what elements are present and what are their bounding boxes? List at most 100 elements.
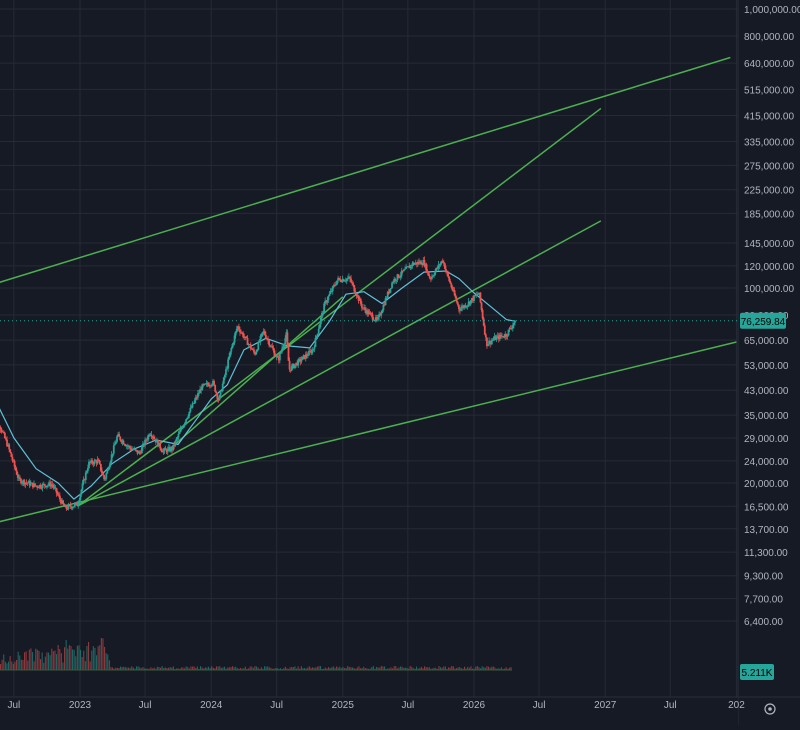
volume-bar bbox=[163, 667, 165, 670]
candle-body bbox=[43, 483, 46, 486]
volume-bar bbox=[160, 667, 162, 670]
volume-bar bbox=[9, 656, 11, 670]
candle-body bbox=[401, 270, 404, 272]
volume-bar bbox=[99, 645, 101, 670]
candle-body bbox=[335, 284, 337, 286]
volume-bar bbox=[502, 668, 504, 670]
candle-body bbox=[333, 285, 336, 286]
candle-body bbox=[182, 424, 185, 428]
volume-bar bbox=[355, 668, 357, 670]
candle-body bbox=[41, 483, 44, 489]
candle-body bbox=[239, 329, 241, 333]
candle-body bbox=[285, 332, 288, 339]
volume-bar bbox=[209, 668, 211, 670]
candle-body bbox=[399, 275, 402, 277]
candle-body bbox=[174, 441, 177, 446]
candle-body bbox=[465, 306, 468, 308]
volume-bar bbox=[176, 668, 178, 670]
candle-body bbox=[414, 262, 417, 264]
candle-body bbox=[137, 451, 140, 454]
candle-body bbox=[314, 337, 317, 347]
volume-bar bbox=[486, 666, 488, 670]
candle-body bbox=[346, 278, 349, 280]
candle-body bbox=[192, 403, 195, 404]
candle-body bbox=[386, 291, 389, 299]
candle-body bbox=[469, 300, 472, 305]
candle-body bbox=[233, 335, 236, 343]
candle-body bbox=[437, 264, 440, 269]
volume-bar bbox=[272, 668, 274, 670]
volume-bar bbox=[260, 667, 262, 670]
candle-body bbox=[223, 375, 226, 378]
candle-body bbox=[189, 407, 192, 412]
volume-bar bbox=[11, 661, 13, 670]
candle-body bbox=[330, 291, 333, 292]
trendline-group[interactable] bbox=[0, 56, 737, 527]
candle-body bbox=[508, 328, 511, 330]
candle-body bbox=[277, 357, 280, 361]
candle-body bbox=[213, 380, 215, 385]
candle-body bbox=[75, 502, 77, 504]
volume-bar bbox=[313, 667, 315, 670]
candle-body bbox=[61, 500, 63, 504]
candle-body bbox=[324, 300, 327, 304]
candle-body bbox=[246, 338, 249, 345]
candle-body bbox=[451, 287, 454, 291]
price-tick-label: 1,000,000.00 bbox=[744, 5, 800, 16]
chart-grid bbox=[0, 0, 738, 697]
trendline[interactable] bbox=[77, 107, 602, 507]
trendline[interactable] bbox=[166, 296, 344, 452]
candle-body bbox=[280, 351, 282, 354]
candle-body bbox=[127, 446, 130, 447]
candle-body bbox=[63, 504, 66, 507]
candle-body bbox=[90, 460, 93, 463]
trendline[interactable] bbox=[0, 341, 737, 526]
volume-bar bbox=[304, 668, 306, 670]
volume-bar bbox=[508, 667, 510, 670]
candle-body bbox=[177, 433, 180, 438]
volume-bar bbox=[126, 667, 128, 670]
candle-body bbox=[351, 282, 354, 284]
candle-body bbox=[102, 473, 104, 476]
volume-bar bbox=[134, 668, 136, 670]
candle-body bbox=[433, 274, 435, 276]
trendline[interactable] bbox=[77, 220, 602, 507]
candle-body bbox=[2, 431, 5, 433]
volume-bar bbox=[169, 667, 171, 670]
candle-body bbox=[94, 460, 97, 462]
volume-bar bbox=[118, 667, 120, 670]
chart-settings-icon[interactable] bbox=[764, 703, 776, 715]
candle-body bbox=[26, 482, 29, 484]
volume-bar bbox=[116, 667, 118, 670]
volume-bar bbox=[78, 645, 80, 670]
candle-body bbox=[146, 439, 149, 441]
volume-bar bbox=[249, 666, 251, 670]
volume-bar bbox=[102, 638, 104, 670]
price-axis[interactable]: 1,000,000.00 800,000.00 640,000.00 515,000.… bbox=[737, 0, 800, 725]
price-tick-label: 24,000.00 bbox=[744, 457, 789, 468]
candle-body bbox=[79, 494, 82, 501]
volume-bar bbox=[420, 666, 422, 670]
price-tick-label: 9,300.00 bbox=[744, 572, 783, 583]
candle-body bbox=[354, 291, 357, 294]
volume-bar bbox=[94, 647, 96, 670]
candle-body bbox=[379, 314, 382, 316]
volume-bar bbox=[25, 651, 27, 670]
candle-body bbox=[439, 263, 442, 266]
candle-body bbox=[158, 442, 160, 447]
moving-average-path bbox=[0, 270, 516, 500]
candle-body bbox=[425, 264, 428, 273]
time-axis[interactable]: Jul 2023 Jul 2024 Jul 2025 Jul 2026 Jul 2027 Jul 20… bbox=[0, 696, 800, 725]
candle-body bbox=[491, 340, 494, 342]
candle-body bbox=[217, 398, 220, 401]
candle-body bbox=[445, 268, 447, 271]
volume-bar bbox=[76, 645, 78, 670]
trendline[interactable] bbox=[0, 56, 731, 288]
candle-body bbox=[237, 326, 240, 330]
volume-bar bbox=[104, 646, 106, 670]
candle-body bbox=[203, 383, 206, 386]
volume-bar bbox=[387, 668, 389, 670]
candle-body bbox=[263, 330, 266, 335]
